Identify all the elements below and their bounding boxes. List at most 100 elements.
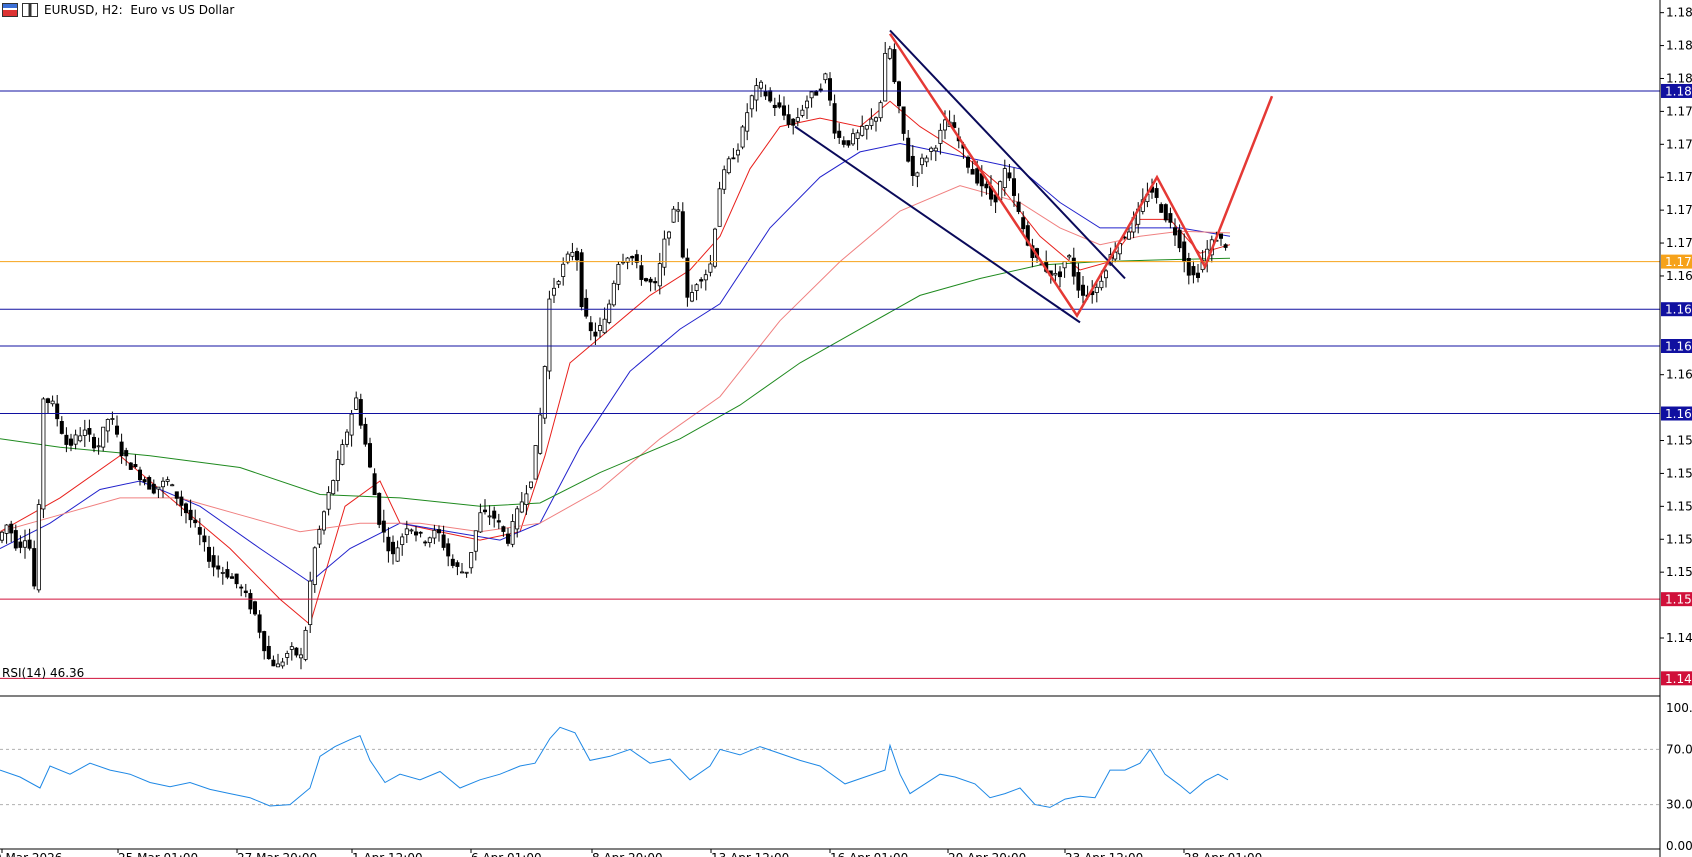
candle-body bbox=[685, 257, 690, 298]
candle-body bbox=[680, 211, 685, 258]
candle-body bbox=[1163, 204, 1168, 221]
chart-type-icon[interactable] bbox=[22, 3, 38, 17]
candle-body bbox=[156, 486, 161, 490]
candle-body bbox=[1007, 172, 1012, 179]
candle-body bbox=[671, 208, 676, 223]
candle-body bbox=[216, 565, 221, 570]
candle-body bbox=[59, 421, 64, 434]
candle-body bbox=[179, 496, 184, 506]
candle-body bbox=[510, 521, 515, 545]
candle-body bbox=[717, 188, 722, 227]
candle-body bbox=[860, 125, 865, 136]
time-tick-label: 0 Mar 2026 bbox=[0, 851, 62, 857]
level-tag bbox=[1661, 406, 1692, 421]
candle-body bbox=[478, 512, 483, 533]
candle-body bbox=[754, 85, 759, 101]
price-tick-label: 1.18085 bbox=[1666, 71, 1692, 85]
rsi-panel: 100.00 70.00 30.00 0.00 bbox=[0, 701, 1692, 853]
candle-body bbox=[289, 646, 294, 650]
level-tag-label: 1.16500 bbox=[1665, 340, 1692, 354]
candle-body bbox=[69, 438, 74, 446]
candle-body bbox=[312, 547, 317, 585]
level-tag-label: 1.17000 bbox=[1665, 255, 1692, 269]
candle-body bbox=[703, 274, 708, 281]
candle-body bbox=[542, 366, 547, 419]
candle-body bbox=[593, 331, 598, 337]
candle-body bbox=[805, 100, 810, 109]
candle-body bbox=[1002, 168, 1007, 188]
candle-body bbox=[133, 464, 138, 468]
candle-body bbox=[897, 81, 902, 107]
candle-body bbox=[206, 546, 211, 562]
candle-body bbox=[321, 511, 326, 531]
drawings bbox=[794, 29, 1274, 324]
price-tick-label: 1.17890 bbox=[1666, 104, 1692, 118]
level-tag-label: 1.18011 bbox=[1665, 84, 1692, 98]
candle-body bbox=[404, 528, 409, 536]
level-tag-label: 1.15000 bbox=[1665, 593, 1692, 607]
candle-body bbox=[791, 118, 796, 126]
candle-body bbox=[782, 105, 787, 116]
candle-body bbox=[358, 399, 363, 426]
candle-body bbox=[505, 533, 510, 544]
candle-body bbox=[492, 510, 497, 519]
candle-body bbox=[326, 492, 331, 510]
candle-body bbox=[625, 257, 630, 263]
candle-body bbox=[657, 263, 662, 287]
candle-body bbox=[335, 459, 340, 481]
candle-body bbox=[966, 156, 971, 168]
candle-body bbox=[1159, 204, 1164, 213]
candle-body bbox=[381, 520, 386, 533]
candle-body bbox=[174, 491, 179, 499]
candle-body bbox=[50, 400, 55, 405]
candle-body bbox=[137, 469, 142, 481]
candle-body bbox=[82, 429, 87, 436]
candle-body bbox=[271, 659, 276, 667]
candle-body bbox=[211, 555, 216, 568]
price-tick-label: 1.17110 bbox=[1666, 236, 1692, 250]
candle-body bbox=[151, 483, 156, 494]
candle-body bbox=[110, 418, 115, 420]
candle-body bbox=[220, 572, 225, 574]
candle-body bbox=[644, 278, 649, 282]
candle-body bbox=[598, 325, 603, 332]
moving-average-red bbox=[0, 100, 1231, 626]
candle-body bbox=[119, 441, 124, 457]
candle-body bbox=[115, 425, 120, 435]
candle-body bbox=[13, 530, 18, 549]
candle-body bbox=[432, 529, 437, 539]
candle-body bbox=[841, 140, 846, 145]
candle-body bbox=[745, 112, 750, 132]
candle-body bbox=[883, 52, 888, 102]
price-tick-label: 1.15550 bbox=[1666, 499, 1692, 513]
candle-body bbox=[124, 450, 129, 457]
candle-body bbox=[344, 431, 349, 445]
candle-body bbox=[524, 493, 529, 505]
candle-body bbox=[1219, 233, 1224, 239]
candle-body bbox=[708, 263, 713, 273]
candle-body bbox=[349, 413, 354, 436]
candle-body bbox=[441, 534, 446, 548]
time-tick-label: 28 Apr 01:00 bbox=[1184, 851, 1262, 857]
price-tick-label: 1.15940 bbox=[1666, 434, 1692, 448]
candle-body bbox=[828, 78, 833, 101]
candle-body bbox=[878, 102, 883, 119]
candle-body bbox=[1081, 284, 1086, 296]
candle-body bbox=[160, 480, 165, 488]
candle-body bbox=[602, 318, 607, 334]
candle-body bbox=[616, 264, 621, 285]
rsi-tick-label: 0.00 bbox=[1666, 839, 1692, 853]
candle-body bbox=[92, 436, 97, 449]
candle-body bbox=[984, 183, 989, 189]
candle-body bbox=[96, 445, 101, 448]
candle-body bbox=[906, 137, 911, 162]
indicator-lines bbox=[0, 100, 1231, 626]
candle-body bbox=[87, 428, 92, 435]
candle-body bbox=[363, 423, 368, 445]
level-tag bbox=[1661, 302, 1692, 317]
candle-body bbox=[970, 169, 975, 175]
rsi-line bbox=[0, 726, 1229, 808]
candle-body bbox=[851, 133, 856, 145]
candle-body bbox=[538, 414, 543, 454]
